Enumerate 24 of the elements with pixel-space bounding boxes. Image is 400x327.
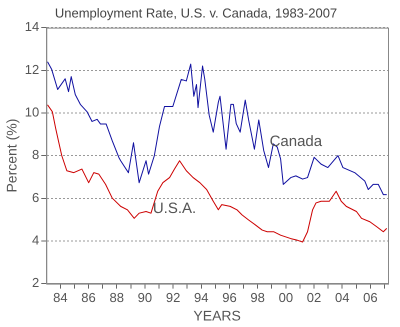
y-tick-label: 6 (32, 190, 40, 205)
y-tick-label: 8 (32, 147, 40, 162)
x-tick-label: 92 (166, 290, 180, 305)
y-axis-title: Percent (%) (3, 118, 20, 193)
y-tick-label: 2 (32, 275, 40, 290)
y-tick-label: 10 (24, 104, 40, 120)
x-tick-label: 90 (138, 290, 152, 305)
x-tick-label: 04 (334, 290, 350, 305)
chart-title: Unemployment Rate, U.S. v. Canada, 1983-2007 (54, 5, 338, 20)
x-axis-title: YEARS (193, 307, 241, 324)
x-tick-label: 98 (250, 290, 265, 305)
x-tick-label: 86 (81, 290, 96, 305)
y-tick-label: 4 (32, 232, 40, 248)
x-tick-label: 06 (363, 290, 378, 305)
x-tick-label: 02 (306, 290, 322, 305)
x-tick-label: 94 (194, 290, 209, 305)
x-tick-label: 88 (109, 290, 124, 305)
x-tick-label: 96 (222, 290, 237, 305)
y-tick-label: 14 (24, 19, 40, 34)
y-tick-label: 12 (24, 62, 40, 77)
series-label: Canada (270, 133, 323, 150)
x-tick-label: 00 (278, 290, 294, 305)
x-tick-label: 84 (53, 290, 68, 305)
series-label: U.S.A. (152, 200, 196, 218)
